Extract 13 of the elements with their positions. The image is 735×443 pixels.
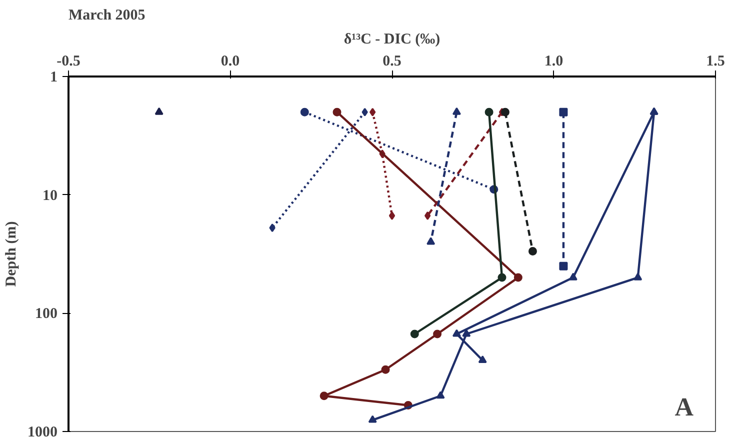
y-tick-label: 100 — [35, 306, 58, 322]
y-tick-label: 10 — [42, 188, 58, 204]
x-tick-label: 1.0 — [544, 54, 564, 70]
x-axis-title: δ¹³C - DIC (‰) — [344, 32, 440, 48]
y-tick-label: 1 — [50, 70, 58, 86]
x-tick-label: 0.0 — [220, 54, 240, 70]
x-tick-label: 1.5 — [706, 54, 725, 70]
x-tick-label: 0.5 — [382, 54, 402, 70]
chart-title: March 2005 — [68, 8, 146, 24]
annotation: A — [674, 392, 694, 422]
y-axis-title: Depth (m) — [4, 221, 20, 287]
x-tick-label: -0.5 — [56, 54, 80, 70]
y-tick-label: 1000 — [28, 424, 58, 440]
